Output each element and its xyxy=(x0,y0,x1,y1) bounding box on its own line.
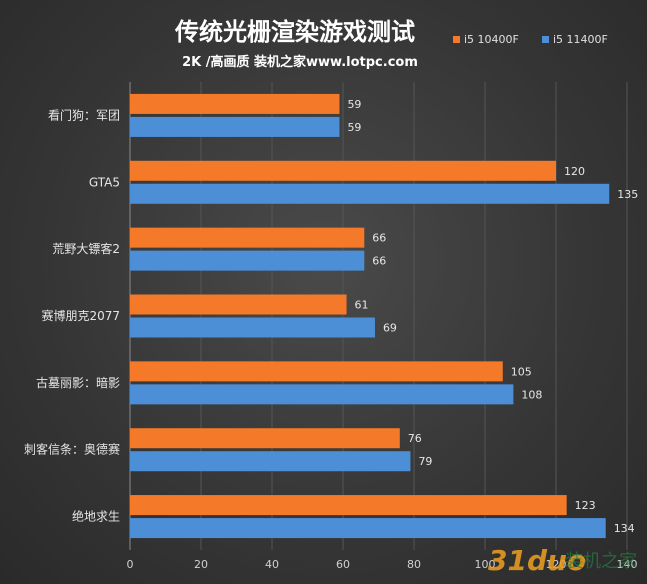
bar-value-label: 66 xyxy=(372,232,386,245)
category-label: 看门狗：军团 xyxy=(48,107,120,122)
legend-label-series-1: i5 10400F xyxy=(464,33,519,46)
bar-series-2 xyxy=(130,384,514,405)
bar-series-1 xyxy=(130,361,503,382)
category-label: 赛博朋克2077 xyxy=(41,308,120,323)
watermark: 31duo 装机之家 xyxy=(488,544,637,577)
category-labels: 看门狗：军团 GTA5 荒野大镖客2 赛博朋克2077 古墓丽影：暗影刺客信条：奥德赛绝… xyxy=(24,107,120,523)
bar-series-2 xyxy=(130,518,606,539)
x-tick-label: 120 xyxy=(546,558,567,571)
x-tick-label: 80 xyxy=(407,558,421,571)
chart-title: 传统光栅渲染游戏测试 xyxy=(174,18,415,46)
bar-series-1 xyxy=(130,93,340,114)
bar-series-1 xyxy=(130,428,400,449)
x-tick-label: 60 xyxy=(336,558,350,571)
bar-value-label: 108 xyxy=(521,388,542,401)
bar-series-2 xyxy=(130,250,365,271)
category-label: 绝地求生 xyxy=(72,509,120,524)
legend-swatch-series-1 xyxy=(453,36,460,43)
bar-value-label: 61 xyxy=(355,299,369,312)
bar-value-label: 134 xyxy=(614,522,635,535)
bar-series-1 xyxy=(130,160,556,181)
bar-value-label: 105 xyxy=(511,365,532,378)
x-tick-label: 40 xyxy=(265,558,279,571)
legend: i5 10400F i5 11400F xyxy=(453,33,608,46)
x-axis-tick-labels: 0 20 40 60 80 100 120 140 xyxy=(127,558,638,571)
bar-value-label: 79 xyxy=(418,455,432,468)
category-label: 刺客信条：奥德赛 xyxy=(24,442,120,457)
bar-value-label: 69 xyxy=(383,322,397,335)
bar-value-label: 76 xyxy=(408,432,422,445)
bar-series-2 xyxy=(130,116,340,137)
bar-value-label: 59 xyxy=(347,98,361,111)
x-tick-label: 20 xyxy=(194,558,208,571)
bar-series-2 xyxy=(130,183,610,204)
bar-series-2 xyxy=(130,317,375,338)
watermark-text: 31duo xyxy=(488,544,586,577)
category-label: 古墓丽影：暗影 xyxy=(36,375,120,390)
bar-series-1 xyxy=(130,495,567,516)
bar-series-1 xyxy=(130,227,365,248)
x-tick-label: 100 xyxy=(475,558,496,571)
bar-series-2 xyxy=(130,451,411,472)
grid-lines xyxy=(129,82,628,550)
legend-swatch-series-2 xyxy=(542,36,549,43)
bar-value-label: 123 xyxy=(575,499,596,512)
category-label: GTA5 xyxy=(89,175,120,189)
bar-value-label: 135 xyxy=(617,188,638,201)
x-tick-label: 0 xyxy=(127,558,134,571)
bar-value-label: 66 xyxy=(372,255,386,268)
x-tick-label: 140 xyxy=(617,558,638,571)
bar-value-label: 120 xyxy=(564,165,585,178)
watermark-suffix: 装机之家 xyxy=(565,551,637,572)
bar-series-1 xyxy=(130,294,347,315)
bars: 59 59 120 135 66 66 61 69 105 108 76 79 123 134 xyxy=(130,93,638,539)
chart-subtitle: 2K /高画质 装机之家www.lotpc.com xyxy=(182,54,418,70)
legend-label-series-2: i5 11400F xyxy=(553,33,608,46)
category-label: 荒野大镖客2 xyxy=(52,241,120,256)
bar-value-label: 59 xyxy=(347,121,361,134)
